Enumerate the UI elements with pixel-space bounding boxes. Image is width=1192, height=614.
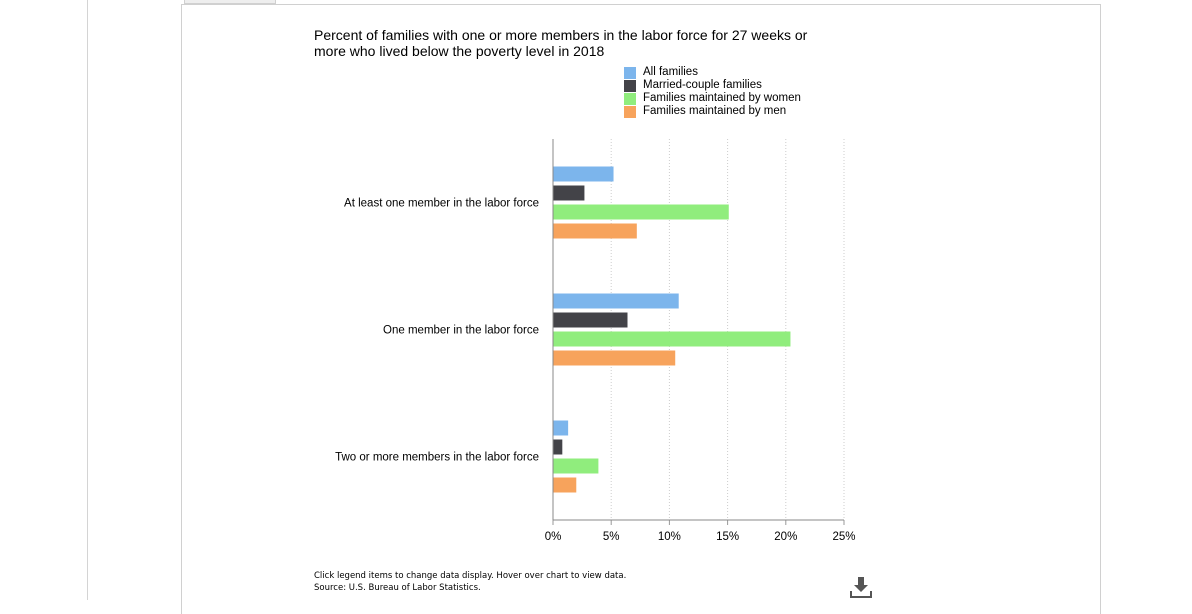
bar[interactable]: Families maintained by men: 2% — [553, 477, 577, 493]
bar[interactable]: Families maintained by women: 15.1% — [553, 204, 729, 220]
x-tick-label: 0% — [545, 531, 562, 543]
chart-legend: All families Married-couple families Famil… — [624, 66, 801, 118]
footnote-source: Source: U.S. Bureau of Labor Statistics. — [314, 583, 481, 593]
x-tick-label: 5% — [603, 531, 620, 543]
legend-item[interactable]: Married-couple families — [624, 79, 801, 92]
bar[interactable]: Families maintained by women: 20.4% — [553, 331, 791, 347]
bar[interactable]: Married-couple families: 2.7% — [553, 185, 585, 201]
legend-swatch — [624, 93, 636, 105]
bar[interactable]: Families maintained by men: 7.2% — [553, 223, 637, 239]
legend-swatch — [624, 80, 636, 92]
bar[interactable]: All families: 1.3% — [553, 420, 569, 436]
x-tick-label: 20% — [774, 531, 797, 543]
download-button[interactable] — [848, 574, 874, 600]
chart-title: Percent of families with one or more mem… — [314, 27, 808, 59]
category-label: Two or more members in the labor force — [335, 452, 539, 464]
legend-item[interactable]: All families — [624, 66, 801, 79]
x-tick-label: 25% — [832, 531, 855, 543]
bar[interactable]: Families maintained by women: 3.9% — [553, 458, 599, 474]
x-tick-label: 15% — [716, 531, 739, 543]
bar[interactable]: Families maintained by men: 10.5% — [553, 350, 676, 366]
bar[interactable]: All families: 5.2% — [553, 166, 614, 182]
page-divider — [87, 0, 88, 600]
download-icon — [850, 577, 872, 598]
legend-swatch — [624, 106, 636, 118]
legend-swatch — [624, 67, 636, 79]
panel-tab[interactable] — [184, 0, 276, 4]
legend-label: All families — [643, 66, 698, 78]
legend-label: Married-couple families — [643, 79, 762, 91]
x-tick-label: 10% — [658, 531, 681, 543]
bar[interactable]: Married-couple families: 6.4% — [553, 312, 628, 328]
chart-panel — [181, 4, 1101, 614]
legend-item[interactable]: Families maintained by women — [624, 92, 801, 105]
bar[interactable]: Married-couple families: 0.8% — [553, 439, 563, 455]
category-label: At least one member in the labor force — [344, 198, 539, 210]
category-label: One member in the labor force — [383, 325, 539, 337]
chart-footnote: Click legend items to change data displa… — [314, 570, 626, 594]
legend-label: Families maintained by men — [643, 105, 787, 117]
legend-label: Families maintained by women — [643, 92, 801, 104]
legend-item[interactable]: Families maintained by men — [624, 105, 801, 118]
bar[interactable]: All families: 10.8% — [553, 293, 679, 309]
footnote-instructions: Click legend items to change data displa… — [314, 571, 627, 581]
bar-chart[interactable]: 0% 5% 10% 15% 20% 25% At least one member in t… — [0, 0, 1192, 600]
